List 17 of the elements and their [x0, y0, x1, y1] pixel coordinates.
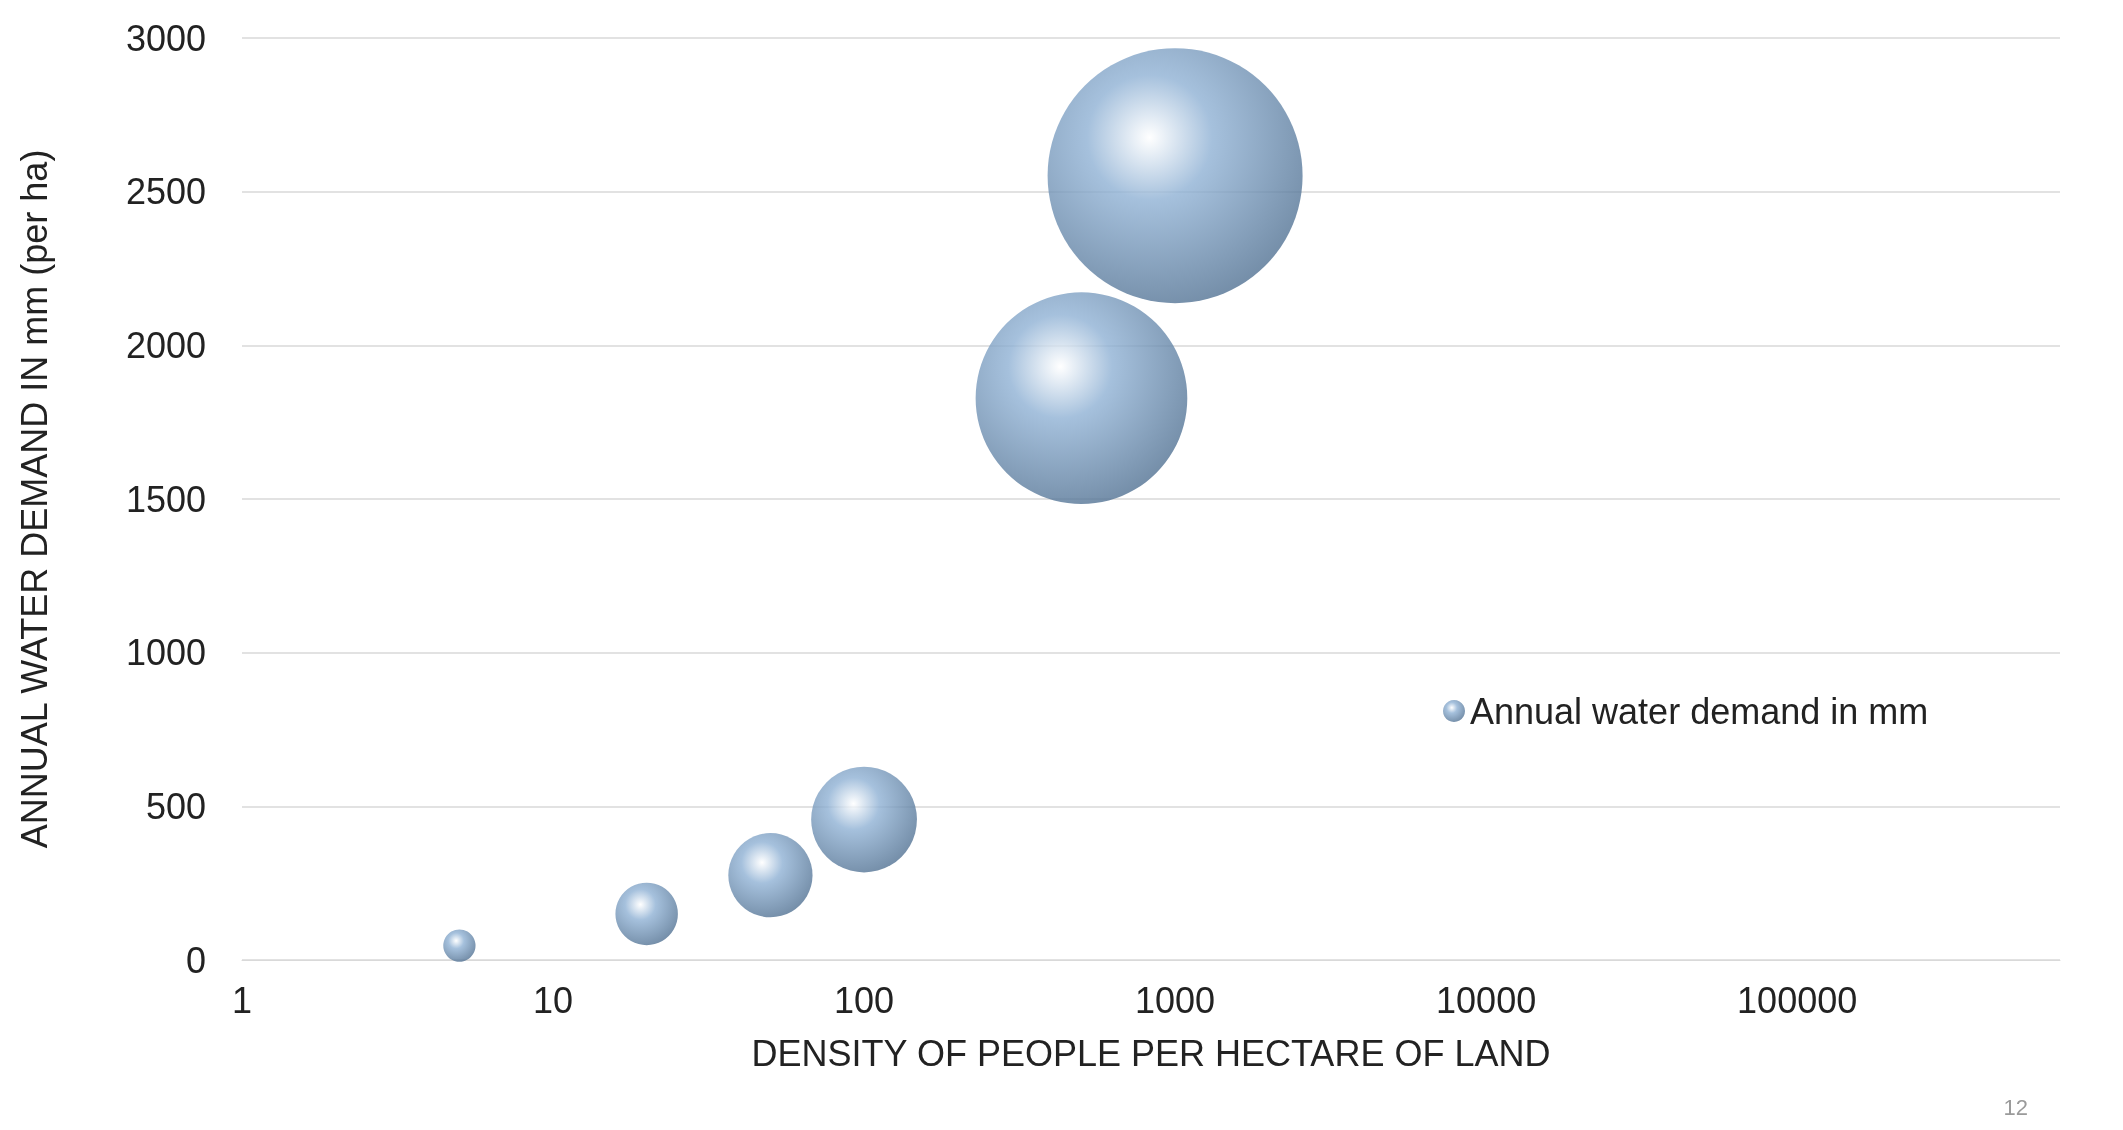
y-tick-label: 0 — [185, 939, 206, 981]
x-tick-label: 10 — [533, 979, 574, 1021]
text: 12 — [2003, 1094, 2029, 1120]
y-tick-label: 1000 — [125, 632, 206, 674]
legend-label: Annual water demand in mm — [1470, 690, 1929, 732]
x-tick-label: 100 — [834, 979, 895, 1021]
y-axis-title: ANNUAL WATER DEMAND IN mm (per ha) — [13, 149, 55, 849]
x-tick-label: 1 — [231, 979, 253, 1021]
x-tick-label: 100000 — [1737, 979, 1858, 1021]
y-tick-label: 3000 — [125, 17, 206, 59]
y-tick-label: 2000 — [125, 324, 206, 366]
y-tick-label: 2500 — [125, 171, 206, 213]
y-tick-label: 500 — [145, 785, 206, 827]
y-tick-label: 1500 — [125, 478, 206, 520]
x-tick-label: 10000 — [1436, 979, 1537, 1021]
x-axis-title: DENSITY OF PEOPLE PER HECTARE OF LAND — [751, 1032, 1551, 1074]
x-tick-label: 1000 — [1135, 979, 1216, 1021]
